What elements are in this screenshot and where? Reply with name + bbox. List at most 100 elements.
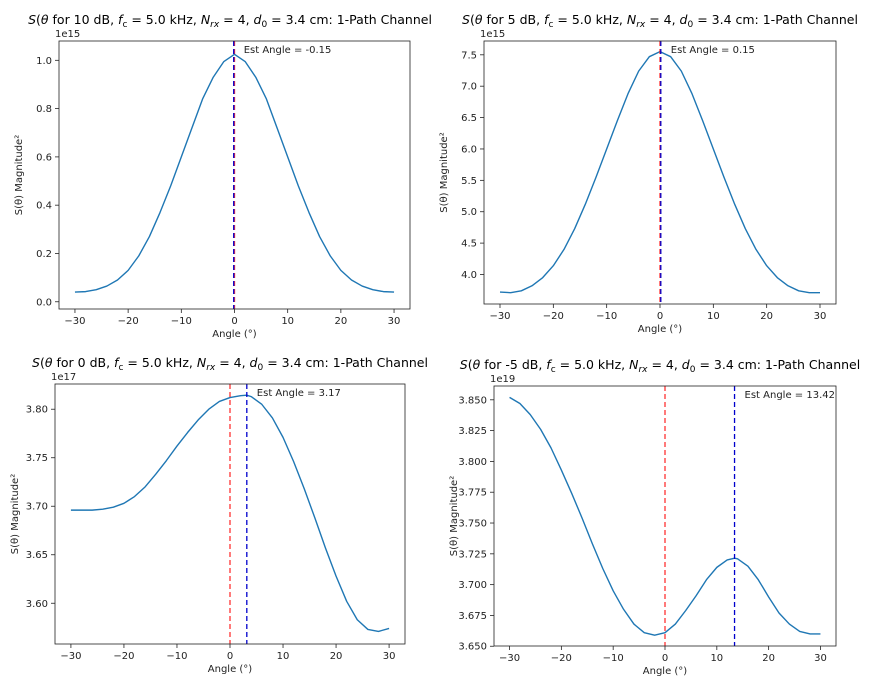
x-tick-label: −20: [113, 651, 134, 662]
x-tick-label: 30: [814, 653, 827, 664]
title-fc-val: = 5.0 kHz,: [556, 357, 629, 372]
y-tick-label: 7.5: [461, 50, 477, 61]
title-s: S: [462, 12, 470, 27]
x-tick-label: 0: [231, 316, 237, 327]
axis-offset-label: 1e15: [480, 29, 505, 40]
title-c: c: [118, 363, 123, 373]
y-tick-label: 3.75: [26, 453, 48, 464]
plot-frame: [493, 385, 837, 647]
title-rx: rx: [206, 363, 216, 373]
y-tick-label: 4.5: [461, 239, 477, 250]
title-rx: rx: [210, 20, 220, 30]
chart-panel-0: 1e15 −30 −20 −10 0 10 20 30 0.0 0.2 0.4 0.6 0.8 1.0 Es…: [14, 29, 411, 340]
x-tick-label: −10: [171, 316, 192, 327]
x-tick-label: 20: [330, 651, 343, 662]
chart-panel-3: 1e19 −30 −20 −10 0 10 20 30 3.650 3.675 3.700 3.725…: [449, 374, 837, 677]
y-tick-label: 3.750: [458, 519, 487, 530]
x-tick-label: 10: [281, 316, 294, 327]
title-d: d: [250, 355, 258, 370]
axis-offset-label: 1e15: [55, 29, 80, 40]
title-d-val: = 3.4 cm: [695, 357, 756, 372]
title-suffix: : 1-Path Channel: [329, 12, 432, 27]
y-tick-label: 5.5: [461, 176, 477, 187]
title-paren: (: [36, 12, 41, 27]
y-tick-label: 1.0: [36, 56, 52, 67]
series-line-0: [70, 394, 390, 633]
x-tick-label: −30: [64, 316, 85, 327]
title-d-val: = 3.4 cm: [267, 12, 328, 27]
chart-panel-1: 1e15 −30 −20 −10 0 10 20 30 4.0 4.5 5.0 5.5 6.0 6.5 7.…: [439, 29, 837, 335]
x-tick-label: −10: [596, 311, 617, 322]
y-tick-label: 0.0: [36, 297, 52, 308]
title-f: f: [546, 357, 552, 372]
title-f: f: [544, 12, 550, 27]
plot-frame: [54, 383, 406, 645]
x-tick-label: 0: [662, 653, 668, 664]
x-tick-label: −10: [603, 653, 624, 664]
x-tick-label: 20: [334, 316, 347, 327]
title-n: N: [627, 12, 637, 27]
series-line-0: [74, 53, 395, 293]
title-0: 0: [690, 365, 696, 375]
series-line-0: [509, 396, 821, 636]
title-c: c: [548, 20, 553, 30]
x-tick-label: 10: [277, 651, 290, 662]
axis-offset-label: 1e17: [51, 372, 76, 383]
x-axis-label: Angle (°): [638, 324, 683, 335]
x-tick-label: −30: [60, 651, 81, 662]
title-paren: (: [468, 357, 473, 372]
x-tick-label: −20: [118, 316, 139, 327]
y-axis-label: S(θ) Magnitude²: [439, 132, 450, 212]
plot-frame: [483, 40, 837, 305]
y-tick-label: 0.6: [36, 152, 52, 163]
x-axis-label: Angle (°): [212, 329, 257, 340]
title-theta: θ: [41, 12, 49, 27]
title-rx: rx: [638, 365, 648, 375]
title-n: N: [197, 355, 207, 370]
title-theta: θ: [475, 12, 483, 27]
title-theta: θ: [473, 357, 481, 372]
title-f: f: [114, 355, 120, 370]
title-paren: (: [470, 12, 475, 27]
title-s: S: [28, 12, 36, 27]
title-nrx-val: = 4,: [645, 12, 679, 27]
y-tick-label: 5.0: [461, 207, 477, 218]
title-suffix: : 1-Path Channel: [755, 12, 858, 27]
title-rx: rx: [636, 20, 646, 30]
axis-offset-label: 1e19: [490, 374, 515, 385]
title-paren: (: [40, 355, 45, 370]
title-n: N: [629, 357, 639, 372]
x-tick-label: −20: [543, 311, 564, 322]
title-snr: for 5 dB,: [483, 12, 545, 27]
x-tick-label: −10: [166, 651, 187, 662]
y-axis-label: S(θ) Magnitude²: [449, 476, 460, 556]
x-tick-label: −20: [551, 653, 572, 664]
y-tick-label: 3.650: [458, 642, 487, 653]
title-nrx-val: = 4,: [219, 12, 253, 27]
title-nrx-val: = 4,: [647, 357, 681, 372]
chart-panel-2: 1e17 −30 −20 −10 0 10 20 30 3.60 3.65 3.70 3.75 3.80…: [10, 372, 406, 675]
chart-title-1: S(θ for 5 dB, fc = 5.0 kHz, Nrx = 4, d0 …: [462, 12, 858, 30]
y-tick-label: 0.8: [36, 104, 52, 115]
title-fc-val: = 5.0 kHz,: [127, 12, 200, 27]
title-s: S: [460, 357, 468, 372]
title-snr: for -5 dB,: [480, 357, 546, 372]
x-tick-label: 0: [227, 651, 233, 662]
title-d: d: [682, 357, 690, 372]
x-axis-label: Angle (°): [643, 666, 688, 677]
x-tick-label: −30: [489, 311, 510, 322]
title-0: 0: [687, 20, 693, 30]
x-tick-label: 20: [762, 653, 775, 664]
title-d-val: = 3.4 cm: [693, 12, 754, 27]
title-d: d: [254, 12, 262, 27]
est-angle-annotation: Est Angle = 0.15: [671, 45, 755, 56]
title-d: d: [680, 12, 688, 27]
y-tick-label: 3.725: [458, 549, 487, 560]
x-tick-label: 10: [707, 311, 720, 322]
y-axis-label: S(θ) Magnitude²: [14, 135, 25, 215]
y-tick-label: 3.850: [458, 395, 487, 406]
x-tick-label: 30: [388, 316, 401, 327]
y-tick-label: 6.0: [461, 144, 477, 155]
title-n: N: [201, 12, 211, 27]
